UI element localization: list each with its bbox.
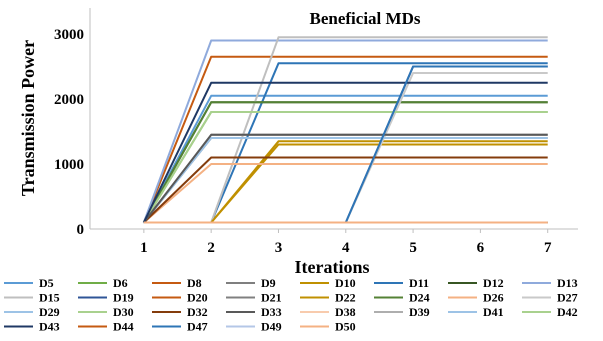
plot-area xyxy=(142,36,548,224)
legend-label-d8: D8 xyxy=(187,276,202,290)
y-axis-title: Transmission Power xyxy=(18,40,38,196)
y-tick-label: 1000 xyxy=(54,157,84,173)
legend-label-d49: D49 xyxy=(261,320,282,334)
series-line-d26 xyxy=(143,163,548,224)
legend-label-d15: D15 xyxy=(39,291,60,305)
legend-label-d11: D11 xyxy=(409,276,429,290)
legend-label-d13: D13 xyxy=(557,276,578,290)
legend-label-d24: D24 xyxy=(409,291,430,305)
y-tick-label: 2000 xyxy=(54,92,84,108)
x-tick-label: 7 xyxy=(544,240,552,256)
series-line-d33 xyxy=(143,133,548,224)
x-axis-ticks: 1 2 3 4 5 6 7 xyxy=(140,229,552,256)
x-tick-label: 5 xyxy=(409,240,417,256)
chart-title: Beneficial MDs xyxy=(310,9,421,28)
series-line-d8 xyxy=(142,55,548,223)
legend-label-d6: D6 xyxy=(113,276,128,290)
x-tick-label: 2 xyxy=(207,240,215,256)
legend-label-d21: D21 xyxy=(261,291,282,305)
series-line-d29 xyxy=(143,137,548,224)
legend-label-d26: D26 xyxy=(483,291,504,305)
legend-label-d41: D41 xyxy=(483,305,504,319)
legend-label-d30: D30 xyxy=(113,305,134,319)
legend-label-d47: D47 xyxy=(187,320,208,334)
y-tick-label: 0 xyxy=(77,222,85,238)
legend-label-d22: D22 xyxy=(335,291,356,305)
x-tick-label: 4 xyxy=(342,240,350,256)
legend-label-d50: D50 xyxy=(335,320,356,334)
series-line-d5 xyxy=(142,94,548,223)
legend-label-d44: D44 xyxy=(113,320,134,334)
series-line-d43 xyxy=(142,81,548,223)
legend-label-d9: D9 xyxy=(261,276,276,290)
x-axis-title: Iterations xyxy=(295,257,370,277)
x-tick-label: 1 xyxy=(140,240,148,256)
legend-label-d29: D29 xyxy=(39,305,60,319)
legend-label-d32: D32 xyxy=(187,305,208,319)
legend-label-d27: D27 xyxy=(557,291,578,305)
x-tick-label: 6 xyxy=(477,240,485,256)
x-tick-label: 3 xyxy=(275,240,283,256)
series-line-d24 xyxy=(142,101,548,223)
legend-label-d19: D19 xyxy=(113,291,134,305)
y-tick-label: 3000 xyxy=(54,27,84,43)
legend-label-d12: D12 xyxy=(483,276,504,290)
legend-label-d20: D20 xyxy=(187,291,208,305)
legend-label-d5: D5 xyxy=(39,276,54,290)
legend: D5 D6 D8 D9 D10 D11 D12 D13 D15 D19 D20 D21 D22 D24 D2… xyxy=(4,276,578,334)
series-line-d30 xyxy=(142,111,548,224)
legend-label-d10: D10 xyxy=(335,276,356,290)
legend-label-d42: D42 xyxy=(557,305,578,319)
legend-label-d43: D43 xyxy=(39,320,60,334)
legend-label-d39: D39 xyxy=(409,305,430,319)
series-line-d32 xyxy=(143,156,548,224)
legend-label-d33: D33 xyxy=(261,305,282,319)
y-axis-ticks: 0 1000 2000 3000 xyxy=(54,27,84,238)
series-line-d13 xyxy=(142,39,548,223)
legend-label-d38: D38 xyxy=(335,305,356,319)
axes xyxy=(89,8,578,230)
